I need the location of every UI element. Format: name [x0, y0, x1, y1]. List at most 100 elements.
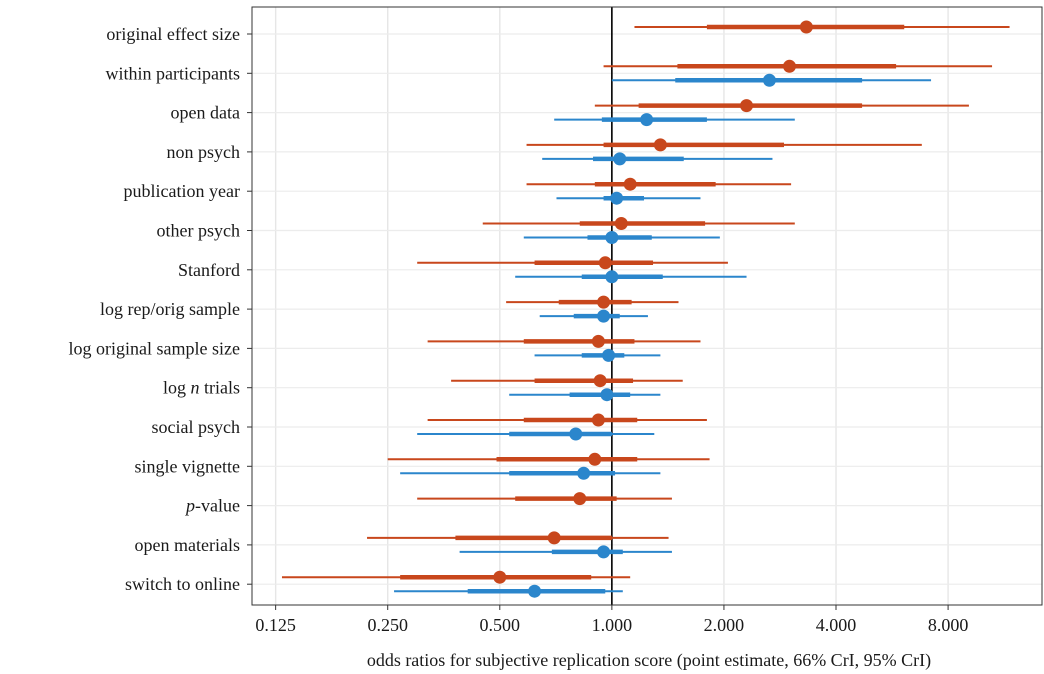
blue-estimate [515, 270, 747, 284]
predictor-label-part: other psych [157, 221, 240, 241]
predictor-label: within participants [106, 63, 240, 83]
predictor-label-part: open data [171, 103, 240, 123]
orange-point-estimate [591, 334, 605, 348]
orange-point-estimate [493, 570, 507, 584]
blue-point-estimate [577, 466, 591, 480]
orange-estimate [482, 217, 795, 230]
orange-estimate [281, 570, 631, 584]
orange-estimate [526, 138, 922, 152]
orange-point-estimate [740, 99, 754, 113]
orange-estimate [417, 492, 672, 506]
orange-estimate [603, 59, 993, 73]
orange-estimate [451, 374, 683, 388]
x-tick-label: 1.000 [592, 615, 633, 635]
orange-estimate [506, 295, 679, 309]
predictor-label-part: switch to online [125, 574, 240, 594]
blue-point-estimate [528, 584, 542, 598]
blue-estimate [400, 466, 661, 480]
predictor-label-part: publication year [124, 181, 240, 201]
blue-point-estimate [597, 545, 611, 559]
blue-point-estimate [597, 309, 611, 323]
predictor-label: social psych [152, 417, 240, 437]
orange-point-estimate [547, 531, 561, 545]
predictor-label-part: log original sample size [69, 338, 240, 358]
predictor-label: open data [171, 103, 240, 123]
plot-panel-border [251, 6, 1043, 606]
predictor-label: open materials [135, 535, 240, 555]
orange-point-estimate [593, 374, 607, 388]
x-tick-label: 4.000 [816, 615, 857, 635]
orange-estimate [634, 20, 1010, 34]
orange-point-estimate [782, 59, 796, 73]
predictor-labels: original effect size within participants o… [69, 24, 252, 594]
predictor-label-part: social psych [152, 417, 240, 437]
x-tick-label: 0.250 [367, 615, 408, 635]
predictor-label-part: log [163, 378, 191, 398]
predictor-label: publication year [124, 181, 240, 201]
orange-point-estimate [614, 217, 628, 230]
blue-point-estimate [613, 152, 627, 166]
blue-point-estimate [600, 388, 614, 402]
blue-point-estimate [605, 231, 619, 244]
orange-point-estimate [597, 295, 611, 309]
x-tick-label: 0.500 [480, 615, 521, 635]
orange-estimate [387, 452, 710, 466]
predictor-label-part: non psych [167, 142, 241, 162]
orange-point-estimate [799, 20, 813, 34]
predictor-label: log rep/orig sample [100, 299, 240, 319]
predictor-label-part: Stanford [178, 260, 240, 280]
predictor-label: original effect size [106, 24, 240, 44]
orange-point-estimate [588, 452, 602, 466]
predictor-label: single vignette [135, 456, 240, 476]
predictor-label: other psych [157, 221, 240, 241]
orange-point-estimate [573, 492, 587, 506]
blue-point-estimate [602, 348, 616, 362]
predictor-label-part: p [184, 496, 195, 516]
blue-estimate [459, 545, 672, 559]
predictor-label-part: original effect size [106, 24, 240, 44]
blue-estimate [542, 152, 773, 166]
predictor-label-part: n [191, 378, 200, 398]
orange-estimate [526, 177, 792, 191]
blue-estimate [417, 427, 655, 441]
predictor-label-part: within participants [106, 63, 240, 83]
predictor-label: p-value [184, 496, 240, 516]
orange-point-estimate [591, 413, 605, 427]
blue-point-estimate [762, 73, 776, 87]
x-axis-title: odds ratios for subjective replication s… [367, 650, 931, 671]
blue-point-estimate [610, 191, 624, 205]
blue-estimate [523, 231, 720, 244]
blue-estimate [611, 73, 932, 87]
x-tick-label: 2.000 [704, 615, 745, 635]
orange-estimate [417, 256, 728, 270]
predictor-label: non psych [167, 142, 241, 162]
predictor-label: Stanford [178, 260, 240, 280]
blue-point-estimate [605, 270, 619, 284]
blue-estimate [509, 388, 661, 402]
estimates [281, 20, 1010, 598]
orange-point-estimate [623, 177, 637, 191]
x-tick-label: 0.125 [255, 615, 296, 635]
predictor-label-part: log rep/orig sample [100, 299, 240, 319]
predictor-label: log original sample size [69, 338, 240, 358]
predictor-label-part: trials [200, 378, 241, 398]
x-tick-labels: 0.125 0.250 0.500 1.000 2.000 4.000 8.000 [255, 605, 968, 635]
orange-estimate [594, 99, 969, 113]
orange-estimate [427, 334, 701, 348]
blue-point-estimate [640, 113, 654, 127]
x-tick-label: 8.000 [928, 615, 969, 635]
blue-estimate [394, 584, 623, 598]
blue-estimate [554, 113, 795, 127]
predictor-label-part: -value [195, 496, 240, 516]
blue-estimate [556, 191, 701, 205]
orange-point-estimate [653, 138, 667, 152]
predictor-label: switch to online [125, 574, 240, 594]
predictor-label-part: open materials [135, 535, 240, 555]
predictor-label-part: single vignette [135, 456, 240, 476]
blue-estimate [539, 309, 648, 323]
grid [252, 7, 1042, 605]
orange-estimate [427, 413, 707, 427]
blue-point-estimate [569, 427, 583, 441]
predictor-label: log n trials [163, 378, 240, 398]
